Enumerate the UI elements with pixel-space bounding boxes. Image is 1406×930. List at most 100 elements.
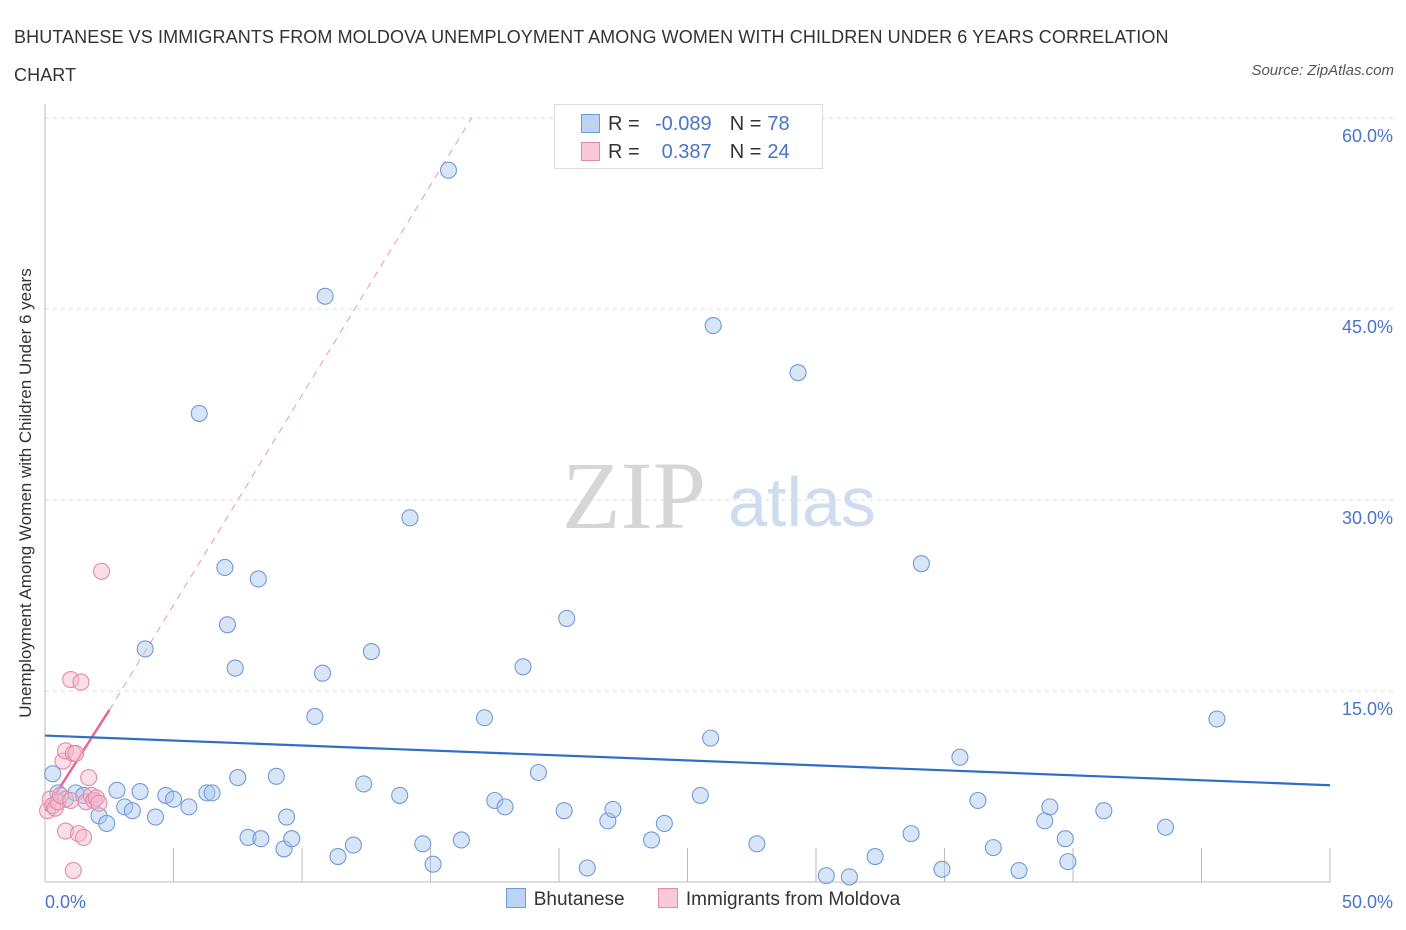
bhutanese-point <box>902 825 920 843</box>
bhutanese-point <box>391 786 409 804</box>
bhutanese-point <box>439 161 458 179</box>
legend-label-moldova: Immigrants from Moldova <box>685 889 901 910</box>
bhutanese-point <box>131 783 149 801</box>
moldova-points <box>39 562 111 880</box>
legend-label-bhutanese: Bhutanese <box>533 889 625 910</box>
bhutanese-point <box>108 781 126 799</box>
bhutanese-point <box>789 364 807 382</box>
bhutanese-point <box>362 642 380 661</box>
moldova-point <box>51 786 69 804</box>
moldova-point <box>80 769 98 787</box>
moldova-point <box>62 670 80 689</box>
stats-row-bhutanese: R = -0.089 N = 78 <box>581 111 797 137</box>
bhutanese-swatch <box>581 114 600 133</box>
bhutanese-point <box>226 659 244 677</box>
bhutanese-point <box>691 786 709 804</box>
series-legend: Bhutanese Immigrants from Moldova <box>0 888 1406 911</box>
bhutanese-point <box>578 859 596 877</box>
y-tick-label: 30.0% <box>1342 508 1393 528</box>
bhutanese-trend-line <box>44 734 1331 787</box>
x-tick-label-max: 50.0% <box>1342 892 1393 912</box>
bhutanese-point <box>555 802 573 820</box>
y-tick-labels: 15.0% 30.0% 45.0% 60.0% <box>1342 126 1393 719</box>
gridlines <box>45 117 1393 692</box>
bhutanese-point <box>44 765 62 783</box>
bhutanese-point <box>252 830 270 848</box>
bhutanese-point <box>329 847 347 866</box>
bhutanese-point <box>514 658 532 676</box>
bhutanese-point <box>283 830 301 848</box>
bhutanese-point <box>146 808 165 826</box>
bhutanese-point <box>218 616 237 634</box>
moldova-point <box>72 673 90 691</box>
bhutanese-point <box>1208 710 1226 728</box>
bhutanese-point <box>190 404 208 422</box>
moldova-point <box>57 822 75 840</box>
bhutanese-point <box>424 855 442 873</box>
n-value-moldova: 24 <box>767 141 790 163</box>
bhutanese-point <box>558 609 576 627</box>
bhutanese-point <box>278 808 296 826</box>
bhutanese-point <box>475 709 494 727</box>
y-tick-label: 45.0% <box>1342 317 1393 337</box>
moldova-point <box>62 791 80 810</box>
stats-legend: R = -0.089 N = 78 R = 0.387 N = 24 <box>554 104 823 169</box>
stats-row-moldova: R = 0.387 N = 24 <box>581 139 797 165</box>
moldova-point <box>87 789 105 807</box>
moldova-swatch <box>581 142 600 161</box>
bhutanese-point <box>452 831 470 849</box>
moldova-point <box>67 744 85 762</box>
bhutanese-point <box>316 287 334 305</box>
legend-item-moldova[interactable]: Immigrants from Moldova <box>657 888 901 911</box>
r-label: R = <box>608 113 640 135</box>
n-label: N = <box>729 141 762 163</box>
bhutanese-point <box>355 775 373 793</box>
bhutanese-point <box>98 814 116 832</box>
bhutanese-point <box>933 860 951 878</box>
bhutanese-point <box>529 763 547 782</box>
bhutanese-point <box>314 664 332 682</box>
bhutanese-point <box>486 791 504 810</box>
moldova-point <box>90 794 108 812</box>
bhutanese-point <box>642 831 661 849</box>
bhutanese-point <box>401 509 419 527</box>
moldova-point <box>92 562 111 580</box>
source-label: Source: ZipAtlas.com <box>1251 62 1394 79</box>
axes <box>44 104 1331 883</box>
bhutanese-point <box>704 317 722 335</box>
bhutanese-point <box>1095 802 1113 820</box>
moldova-point <box>64 861 82 880</box>
r-label: R = <box>608 141 640 163</box>
y-tick-label: 15.0% <box>1342 699 1393 719</box>
bhutanese-legend-swatch <box>505 888 526 908</box>
bhutanese-point <box>344 836 362 854</box>
bhutanese-point <box>840 868 858 886</box>
y-tick-label: 60.0% <box>1342 126 1393 146</box>
r-value-moldova: 0.387 <box>661 141 712 163</box>
bhutanese-point <box>984 839 1002 857</box>
watermark-zip: ZIP <box>562 442 706 549</box>
bhutanese-point <box>267 767 285 785</box>
bhutanese-point <box>123 802 141 820</box>
bhutanese-point <box>655 814 673 832</box>
bhutanese-point <box>229 769 247 787</box>
n-label: N = <box>729 113 762 135</box>
pink-trend <box>43 117 473 812</box>
bhutanese-point <box>951 748 969 766</box>
bhutanese-point <box>198 784 216 802</box>
legend-item-bhutanese[interactable]: Bhutanese <box>505 888 625 911</box>
watermark: ZIP atlas <box>562 442 876 549</box>
bhutanese-point <box>216 558 234 577</box>
n-value-bhutanese: 78 <box>767 113 790 135</box>
r-value-bhutanese: -0.089 <box>654 113 712 135</box>
bhutanese-point <box>249 570 267 588</box>
bhutanese-point <box>136 640 154 658</box>
bhutanese-point <box>180 798 198 816</box>
bhutanese-points <box>44 161 1226 886</box>
bhutanese-point <box>414 835 432 853</box>
watermark-atlas: atlas <box>728 463 876 541</box>
bhutanese-point <box>748 835 766 853</box>
bhutanese-point <box>912 555 930 573</box>
moldova-trend-extension <box>108 117 473 711</box>
